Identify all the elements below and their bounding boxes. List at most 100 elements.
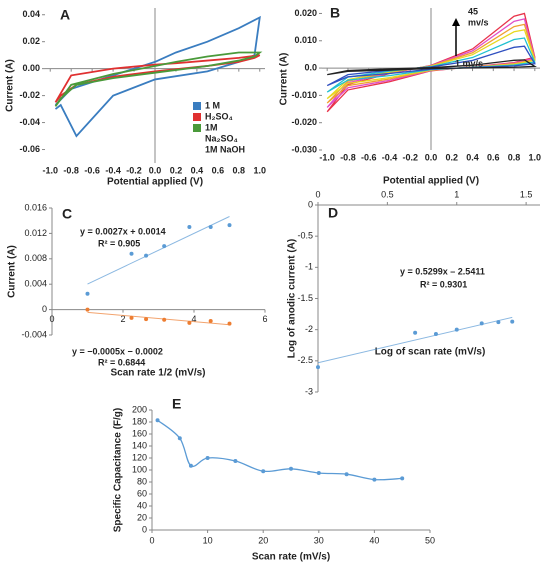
x-tick-label: 1.5	[520, 189, 533, 199]
point	[316, 365, 320, 370]
marker	[289, 466, 293, 471]
point	[85, 307, 90, 312]
y-tick-label: -0.06	[19, 144, 40, 154]
y-tick-label: -0.010	[291, 90, 317, 100]
point	[227, 321, 232, 326]
y-tick-label: 0.04	[22, 9, 40, 19]
x-axis-title: Log of scan rate (mV/s)	[375, 347, 486, 358]
y-tick-label: -3	[305, 386, 313, 396]
y-tick-label: 0.0	[304, 62, 317, 72]
x-axis-title: Potential applied (V)	[107, 177, 203, 188]
annotation: R² = 0.9301	[420, 279, 467, 289]
x-tick-label: 0.6	[212, 165, 225, 175]
panel: B -1.0 -0.8 -0.6 -0.4 -0.2 0.0 0.2 0.4 0.6 0.8 1.0 0…	[279, 5, 541, 187]
x-tick-label: 0	[315, 189, 320, 199]
y-tick-label: 0.012	[24, 228, 47, 238]
panel-label: E	[172, 396, 181, 412]
y-tick-label: -0.02	[19, 90, 40, 100]
panel: E 0 10 20 30 40 50 0 20 40 60 80 100 120 140 160 180 200 S…	[113, 396, 435, 563]
y-axis-title: Current (A)	[279, 53, 290, 106]
legend-swatch	[193, 113, 201, 121]
x-tick-label: -0.4	[105, 165, 121, 175]
point	[454, 327, 459, 332]
x-tick-label: -0.2	[126, 165, 142, 175]
series-line	[54, 51, 263, 107]
point	[208, 225, 213, 230]
y-axis-title: Specific Capacitance (F/g)	[113, 408, 124, 532]
annotation: 1 mv/s	[455, 58, 483, 68]
x-tick-label: 0.2	[170, 165, 183, 175]
x-axis-title: Potential applied (V)	[383, 176, 479, 187]
y-tick-label: 180	[132, 416, 147, 426]
y-tick-label: 0.02	[22, 36, 40, 46]
legend-swatch	[193, 102, 201, 110]
annotation: y = −0.0005x − 0.0002	[72, 346, 163, 356]
point	[413, 330, 418, 335]
annotation: y = 0.5299x – 2.5411	[400, 266, 485, 276]
y-tick-label: 60	[137, 488, 147, 498]
marker	[344, 472, 349, 477]
point	[162, 244, 167, 249]
x-tick-label: 1.0	[529, 152, 542, 162]
x-tick-label: -0.6	[84, 165, 100, 175]
trendline	[317, 316, 513, 364]
y-tick-label: 140	[132, 440, 147, 450]
x-tick-label: 0.4	[466, 152, 479, 162]
legend-label: 1M	[205, 122, 218, 132]
y-tick-label: 100	[132, 464, 147, 474]
point	[227, 223, 232, 228]
y-tick-label: 0.020	[294, 8, 317, 18]
y-axis-title: Log of anodic current (A)	[287, 239, 298, 358]
annotation: R² = 0.905	[98, 238, 140, 248]
legend-label: H₂SO₄	[205, 111, 233, 121]
y-tick-label: 20	[137, 512, 147, 522]
y-tick-label: 0	[308, 199, 313, 209]
x-tick-label: 0	[49, 314, 54, 324]
point	[129, 251, 134, 256]
x-tick-label: 10	[203, 535, 213, 545]
panel-label: D	[328, 205, 338, 221]
x-tick-label: 20	[258, 535, 268, 545]
y-tick-label: 0.016	[24, 202, 47, 212]
y-tick-label: -0.5	[297, 231, 313, 241]
panel-label: C	[62, 206, 72, 222]
y-tick-label: 0.008	[24, 253, 47, 263]
y-tick-label: 0	[142, 524, 147, 534]
x-tick-label: 30	[314, 535, 324, 545]
x-tick-label: 0.6	[487, 152, 500, 162]
y-tick-label: -0.030	[291, 144, 317, 154]
y-tick-label: 0.00	[22, 63, 40, 73]
panel-label: A	[60, 7, 70, 23]
panel: A -1.0 -0.8 -0.6 -0.4 -0.2 0.0 0.2 0.4 0.6 0.8 1.0 0…	[5, 7, 266, 188]
series-line	[157, 419, 403, 481]
x-tick-label: 40	[369, 535, 379, 545]
point	[162, 317, 167, 322]
point	[510, 319, 515, 324]
x-tick-label: -0.6	[361, 152, 377, 162]
annotation: R² = 0.6844	[98, 357, 145, 367]
x-tick-label: 2	[120, 314, 125, 324]
annotation: 45	[468, 6, 478, 16]
arrow-head	[452, 18, 460, 26]
annotation: mv/s	[468, 17, 489, 27]
legend-label: 1 M	[205, 100, 220, 110]
y-tick-label: -0.04	[19, 117, 40, 127]
point	[144, 317, 149, 322]
x-tick-label: -0.2	[402, 152, 418, 162]
y-tick-label: 0.010	[294, 35, 317, 45]
y-tick-label: 160	[132, 428, 147, 438]
legend-note: 1M NaOH	[205, 144, 245, 154]
point	[129, 315, 134, 320]
y-tick-label: -0.020	[291, 117, 317, 127]
marker	[261, 469, 266, 474]
x-tick-label: -0.4	[382, 152, 398, 162]
y-tick-label: 120	[132, 452, 147, 462]
y-tick-label: 80	[137, 476, 147, 486]
point	[496, 320, 501, 325]
y-tick-label: 40	[137, 500, 147, 510]
y-tick-label: -0.004	[21, 329, 47, 339]
point	[433, 332, 438, 337]
point	[85, 291, 90, 296]
x-tick-label: 0.0	[425, 152, 438, 162]
